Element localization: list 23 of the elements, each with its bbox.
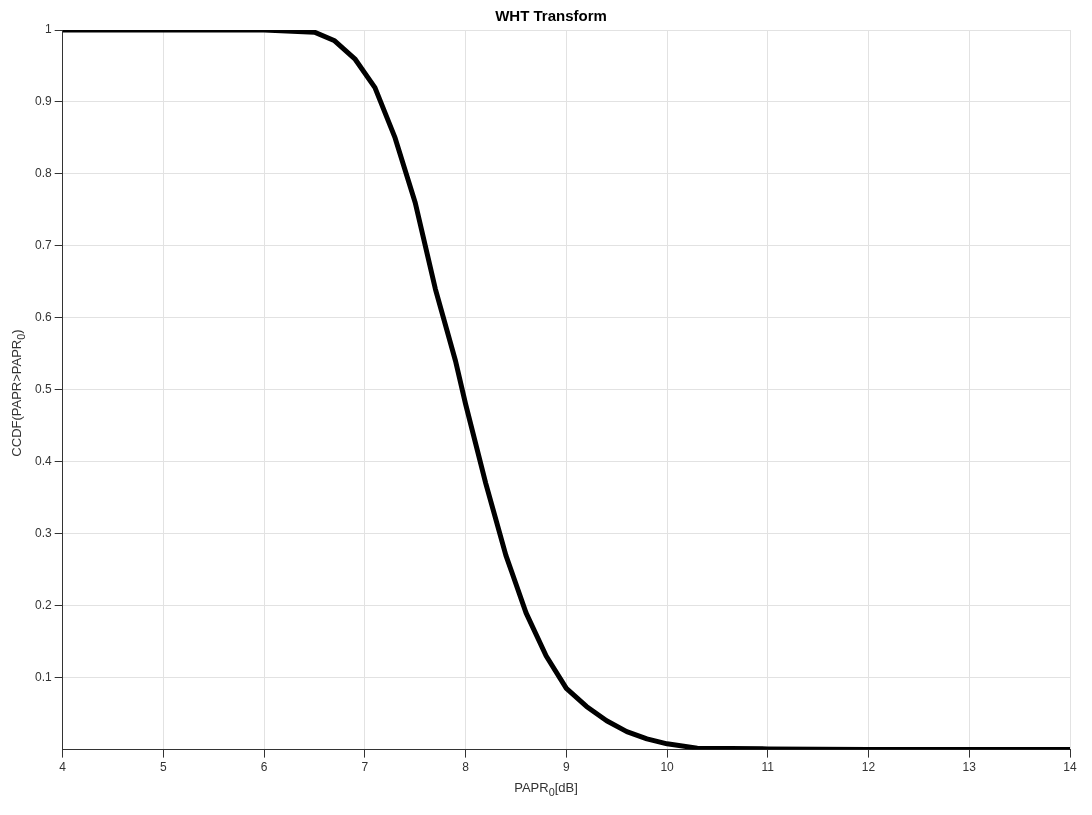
y-tick-label: 0.5 [34, 382, 52, 397]
x-tick-label: 11 [761, 760, 775, 775]
x-tick-label: 5 [160, 760, 168, 775]
y-tick-label: 0.4 [34, 454, 52, 469]
chart-title: WHT Transform [495, 7, 607, 25]
y-tick-label: 0.9 [34, 94, 52, 109]
y-tick-label: 0.6 [34, 310, 52, 325]
x-tick-label: 14 [1063, 760, 1077, 775]
x-tick-label: 13 [962, 760, 977, 775]
y-tick-label: 0.7 [34, 238, 52, 253]
x-axis-title: PAPR$_{0}$[dB] [513, 780, 579, 798]
x-tick-label: 6 [260, 760, 268, 775]
y-tick-label: 1 [44, 22, 52, 37]
x-tick-label: 4 [59, 760, 67, 775]
x-tick-label: 12 [861, 760, 876, 775]
x-tick-label: 10 [660, 760, 675, 775]
x-tick-label: 7 [361, 760, 369, 775]
x-tick-label: 8 [462, 760, 470, 775]
y-tick-label: 0.3 [34, 526, 52, 541]
y-tick-label: 0.8 [34, 166, 52, 181]
y-tick-label: 0.2 [34, 597, 52, 612]
x-tick-label: 9 [563, 760, 570, 775]
y-tick-label: 0.1 [34, 669, 52, 684]
